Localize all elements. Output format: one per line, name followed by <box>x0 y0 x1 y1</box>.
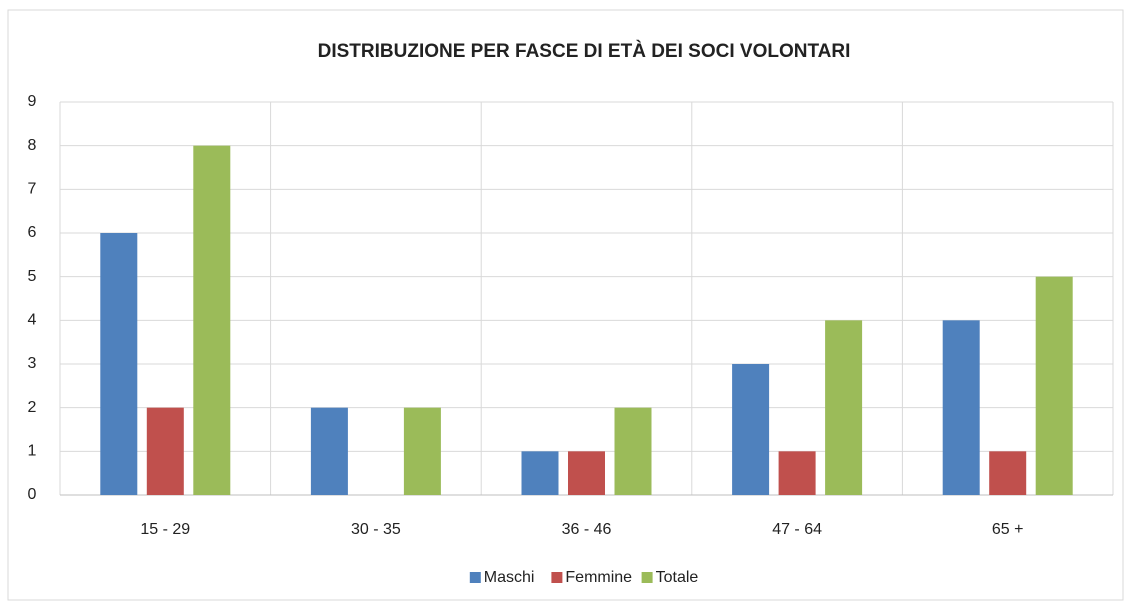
legend-swatch <box>469 572 481 583</box>
bar <box>568 451 605 495</box>
x-tick-label: 36 - 46 <box>562 521 612 538</box>
x-tick-label: 15 - 29 <box>140 521 190 538</box>
y-tick-label: 5 <box>28 268 37 285</box>
x-tick-label: 30 - 35 <box>351 521 401 538</box>
legend-label: Maschi <box>484 569 535 586</box>
bar <box>825 320 863 495</box>
chart-title: DISTRIBUZIONE PER FASCE DI ETÀ DEI SOCI … <box>318 40 851 62</box>
legend-swatch <box>551 572 563 583</box>
legend-label: Femmine <box>565 569 632 586</box>
y-tick-label: 6 <box>28 224 37 241</box>
bar <box>403 407 441 495</box>
bar <box>193 145 231 495</box>
y-tick-label: 7 <box>28 181 37 198</box>
y-tick-label: 9 <box>28 93 37 110</box>
x-tick-label: 47 - 64 <box>772 521 822 538</box>
x-tick-label: 65 + <box>992 521 1024 538</box>
legend-swatch <box>641 572 653 583</box>
bar <box>942 320 980 495</box>
chart-border <box>7 9 1124 601</box>
bar <box>778 451 816 495</box>
bar <box>732 364 770 495</box>
bar <box>1035 276 1073 495</box>
y-tick-label: 0 <box>28 486 37 503</box>
y-tick-label: 3 <box>28 355 37 372</box>
bar <box>100 233 138 495</box>
y-tick-label: 1 <box>28 443 37 460</box>
y-tick-label: 2 <box>28 399 37 416</box>
bar <box>521 451 559 495</box>
y-tick-label: 4 <box>28 312 37 329</box>
bar <box>310 407 348 495</box>
legend-label: Totale <box>656 569 699 586</box>
y-tick-label: 8 <box>28 137 37 154</box>
bar <box>614 407 652 495</box>
bar <box>146 407 184 495</box>
bar <box>989 451 1027 495</box>
